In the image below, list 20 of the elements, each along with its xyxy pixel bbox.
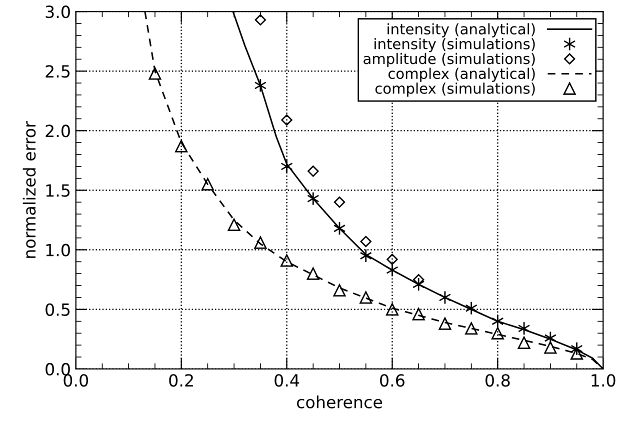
y-tick-label: 0.5 — [46, 303, 70, 316]
legend-label: complex (simulations) — [375, 82, 535, 97]
x-tick-label: 0.0 — [64, 374, 88, 387]
y-tick-label: 3.0 — [46, 6, 70, 18]
y-tick-label: 2.5 — [46, 65, 70, 78]
legend-label: intensity (analytical) — [388, 23, 535, 38]
x-tick-label: 0.6 — [380, 374, 404, 387]
y-tick-label: 1.5 — [46, 184, 70, 197]
legend-label: intensity (simulations) — [374, 38, 535, 52]
y-tick-label: 1.0 — [46, 244, 70, 256]
x-tick-label: 1.0 — [592, 374, 616, 387]
x-tick-label: 0.8 — [486, 374, 510, 387]
x-tick-label: 0.4 — [274, 374, 300, 387]
y-axis-title: normalized error — [22, 121, 36, 258]
legend-label: amplitude (simulations) — [364, 52, 535, 68]
x-tick-label: 0.2 — [169, 374, 193, 387]
legend-label: complex (analytical) — [388, 68, 535, 82]
x-axis-title: coherence — [296, 395, 382, 408]
y-tick-label: 2.0 — [46, 124, 70, 138]
y-tick-label: 0.0 — [46, 362, 70, 376]
